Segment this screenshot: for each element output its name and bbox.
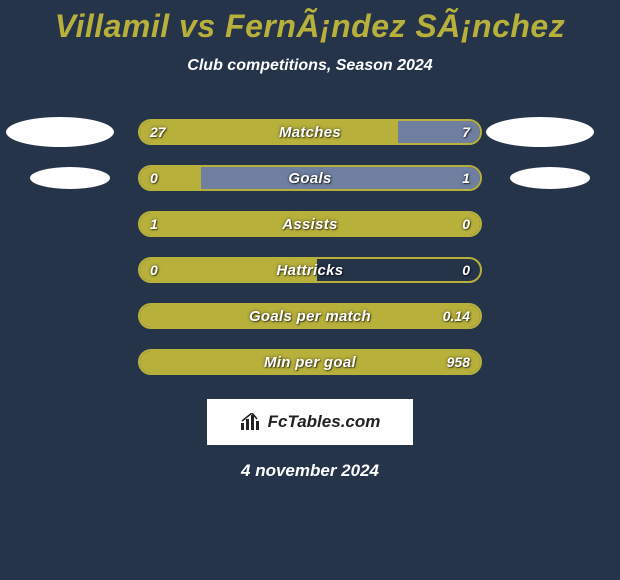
stat-value-right: 0 — [462, 213, 470, 235]
player-logo-right — [510, 167, 590, 189]
stat-value-right: 0 — [462, 259, 470, 281]
stat-row: Goals per match0.14 — [0, 293, 620, 339]
stat-row: Assists1 0 — [0, 201, 620, 247]
branding-text: FcTables.com — [268, 412, 381, 432]
branding-badge: FcTables.com — [207, 399, 413, 445]
stat-value-right: 7 — [462, 121, 470, 143]
stats-rows: Matches277Goals01Assists10Hattricks00Goa… — [0, 109, 620, 385]
footer-date: 4 november 2024 — [0, 461, 620, 481]
page-subtitle: Club competitions, Season 2024 — [0, 57, 620, 75]
stat-value-left: 0 — [150, 259, 158, 281]
stat-label: Hattricks — [140, 259, 480, 281]
stat-row: Min per goal958 — [0, 339, 620, 385]
stat-label: Goals — [140, 167, 480, 189]
stat-bar: Matches27 7 — [138, 119, 482, 145]
stat-bar: Min per goal958 — [138, 349, 482, 375]
stat-label: Min per goal — [140, 351, 480, 373]
stat-bar: Goals0 1 — [138, 165, 482, 191]
player-logo-left — [30, 167, 110, 189]
stat-value-left: 0 — [150, 167, 158, 189]
stat-row: Matches27 7 — [0, 109, 620, 155]
stat-row: Goals0 1 — [0, 155, 620, 201]
stat-label: Matches — [140, 121, 480, 143]
stat-bar: Goals per match0.14 — [138, 303, 482, 329]
stat-bar: Assists1 0 — [138, 211, 482, 237]
stat-bar: Hattricks0 0 — [138, 257, 482, 283]
stat-value-left: 27 — [150, 121, 166, 143]
stat-value-right: 1 — [462, 167, 470, 189]
stat-label: Assists — [140, 213, 480, 235]
stat-value-right: 0.14 — [443, 305, 470, 327]
stat-row: Hattricks0 0 — [0, 247, 620, 293]
stat-label: Goals per match — [140, 305, 480, 327]
player-logo-right — [486, 117, 594, 147]
player-logo-left — [6, 117, 114, 147]
stat-value-right: 958 — [447, 351, 470, 373]
branding-chart-icon — [240, 413, 262, 431]
page-title: Villamil vs FernÃ¡ndez SÃ¡nchez — [0, 0, 620, 45]
stat-value-left: 1 — [150, 213, 158, 235]
comparison-card: Villamil vs FernÃ¡ndez SÃ¡nchez Club com… — [0, 0, 620, 580]
